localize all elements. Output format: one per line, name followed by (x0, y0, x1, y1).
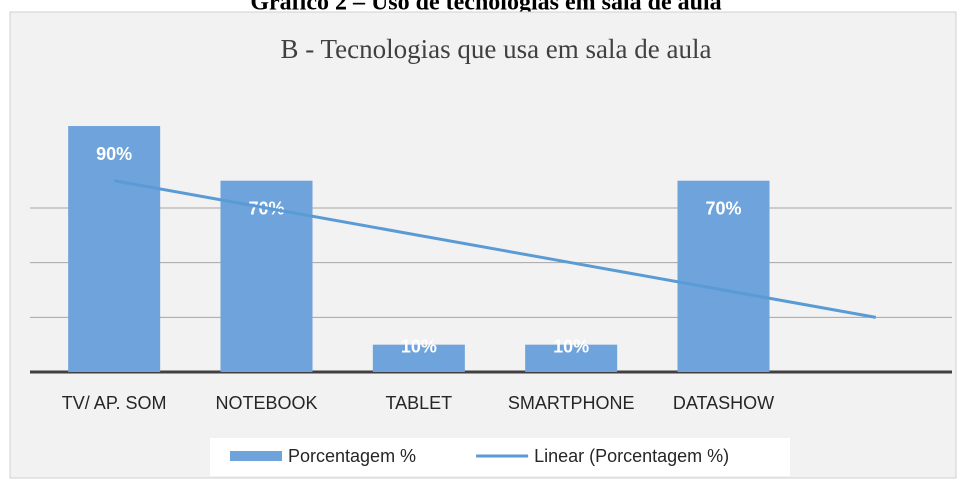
data-label: 10% (401, 336, 437, 356)
legend-label: Linear (Porcentagem %) (534, 446, 729, 466)
data-label: 90% (96, 144, 132, 164)
x-tick-label: SMARTPHONE (508, 393, 635, 413)
x-tick-label: DATASHOW (673, 393, 774, 413)
bar (68, 126, 161, 372)
data-label: 70% (705, 198, 741, 218)
legend-swatch (230, 451, 282, 461)
bar (372, 344, 465, 372)
bar (677, 180, 770, 372)
x-tick-label: TABLET (385, 393, 452, 413)
chart-title: B - Tecnologias que usa em sala de aula (281, 34, 712, 64)
data-label: 10% (553, 336, 589, 356)
x-tick-label: NOTEBOOK (215, 393, 317, 413)
bar (525, 344, 618, 372)
chart-area (9, 11, 957, 479)
legend-label: Porcentagem % (288, 446, 416, 466)
x-tick-label: TV/ AP. SOM (62, 393, 167, 413)
trend-line (113, 179, 877, 319)
